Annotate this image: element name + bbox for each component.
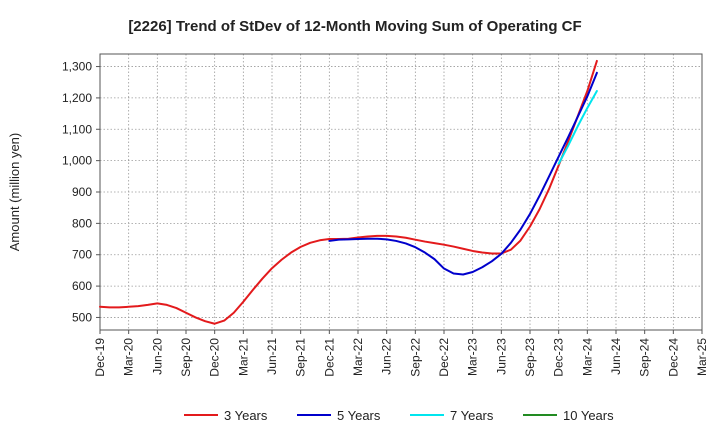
x-axis: Dec-19 Mar-20 Jun-20 Sep-20 Dec-20 Mar-21 Jun-… — [93, 330, 709, 377]
legend: 3 Years 5 Years 7 Years 10 Years — [184, 408, 614, 423]
legend-label: 3 Years — [224, 408, 268, 423]
y-tick-label: 900 — [72, 185, 92, 199]
x-tick-label: Sep-23 — [523, 338, 537, 377]
x-tick-label: Dec-19 — [93, 338, 107, 377]
y-axis-label: Amount (million yen) — [7, 133, 22, 252]
x-tick-label: Dec-24 — [666, 338, 680, 377]
y-axis: 500 600 700 800 900 1,000 1,100 1,200 1,300 — [62, 60, 100, 324]
series-group — [99, 59, 598, 325]
grid — [99, 54, 703, 330]
x-tick-label: Mar-21 — [236, 338, 250, 376]
series-line-7-years — [557, 90, 598, 165]
y-tick-label: 800 — [72, 216, 92, 230]
x-tick-label: Mar-22 — [351, 338, 365, 376]
x-tick-label: Dec-21 — [322, 338, 336, 377]
legend-label: 7 Years — [450, 408, 494, 423]
y-tick-label: 500 — [72, 310, 92, 324]
x-tick-label: Mar-24 — [580, 338, 594, 376]
x-tick-label: Sep-21 — [294, 338, 308, 377]
x-tick-label: Sep-24 — [638, 338, 652, 377]
y-tick-label: 600 — [72, 279, 92, 293]
x-tick-label: Jun-21 — [265, 338, 279, 375]
y-tick-label: 1,200 — [62, 91, 92, 105]
legend-label: 10 Years — [563, 408, 614, 423]
legend-label: 5 Years — [337, 408, 381, 423]
x-tick-label: Jun-22 — [380, 338, 394, 375]
x-tick-label: Dec-23 — [552, 338, 566, 377]
x-tick-label: Jun-23 — [494, 338, 508, 375]
x-tick-label: Jun-20 — [150, 338, 164, 375]
x-tick-label: Dec-22 — [437, 338, 451, 377]
x-tick-label: Sep-20 — [179, 338, 193, 377]
x-tick-label: Jun-24 — [609, 338, 623, 375]
x-tick-label: Mar-20 — [122, 338, 136, 376]
y-tick-label: 1,000 — [62, 154, 92, 168]
x-tick-label: Mar-23 — [466, 338, 480, 376]
x-tick-label: Sep-22 — [408, 338, 422, 377]
x-tick-label: Dec-20 — [208, 338, 222, 377]
chart-title: [2226] Trend of StDev of 12-Month Moving… — [128, 18, 581, 35]
y-tick-label: 1,300 — [62, 60, 92, 74]
y-tick-label: 1,100 — [62, 122, 92, 136]
x-tick-label: Mar-25 — [695, 338, 709, 376]
series-line-5-years — [328, 71, 598, 276]
y-tick-label: 700 — [72, 248, 92, 262]
